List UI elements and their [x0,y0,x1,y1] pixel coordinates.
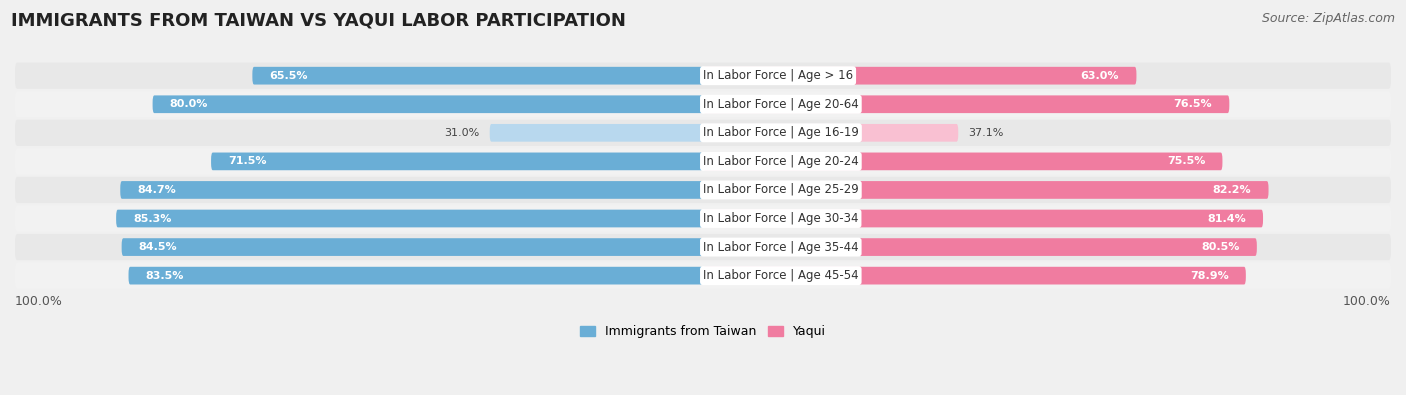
FancyBboxPatch shape [15,234,1391,260]
Text: 78.9%: 78.9% [1189,271,1229,280]
FancyBboxPatch shape [15,263,1391,289]
Text: 85.3%: 85.3% [134,214,172,224]
FancyBboxPatch shape [703,210,1263,228]
Text: 84.7%: 84.7% [138,185,176,195]
FancyBboxPatch shape [703,96,1229,113]
Text: 80.5%: 80.5% [1201,242,1240,252]
Text: In Labor Force | Age 25-29: In Labor Force | Age 25-29 [703,183,859,196]
Text: 31.0%: 31.0% [444,128,479,138]
Text: 100.0%: 100.0% [1343,295,1391,308]
FancyBboxPatch shape [703,124,959,142]
Text: 83.5%: 83.5% [146,271,184,280]
Text: In Labor Force | Age 20-64: In Labor Force | Age 20-64 [703,98,859,111]
Text: 37.1%: 37.1% [969,128,1004,138]
Text: 84.5%: 84.5% [139,242,177,252]
Text: 80.0%: 80.0% [170,99,208,109]
Text: 82.2%: 82.2% [1213,185,1251,195]
FancyBboxPatch shape [703,67,1136,85]
Text: In Labor Force | Age > 16: In Labor Force | Age > 16 [703,69,853,82]
FancyBboxPatch shape [15,205,1391,231]
Text: 81.4%: 81.4% [1208,214,1246,224]
Text: In Labor Force | Age 30-34: In Labor Force | Age 30-34 [703,212,859,225]
FancyBboxPatch shape [117,210,703,228]
FancyBboxPatch shape [489,124,703,142]
FancyBboxPatch shape [15,62,1391,89]
Text: 71.5%: 71.5% [228,156,267,166]
FancyBboxPatch shape [153,96,703,113]
Text: 75.5%: 75.5% [1167,156,1205,166]
Text: 63.0%: 63.0% [1081,71,1119,81]
FancyBboxPatch shape [211,152,703,170]
FancyBboxPatch shape [15,120,1391,146]
Text: In Labor Force | Age 35-44: In Labor Force | Age 35-44 [703,241,859,254]
Text: 76.5%: 76.5% [1174,99,1212,109]
FancyBboxPatch shape [122,238,703,256]
FancyBboxPatch shape [703,238,1257,256]
Text: 100.0%: 100.0% [15,295,63,308]
Legend: Immigrants from Taiwan, Yaqui: Immigrants from Taiwan, Yaqui [575,320,831,343]
FancyBboxPatch shape [15,148,1391,175]
FancyBboxPatch shape [703,152,1222,170]
Text: Source: ZipAtlas.com: Source: ZipAtlas.com [1261,12,1395,25]
Text: In Labor Force | Age 16-19: In Labor Force | Age 16-19 [703,126,859,139]
FancyBboxPatch shape [121,181,703,199]
FancyBboxPatch shape [15,91,1391,117]
Text: 65.5%: 65.5% [270,71,308,81]
Text: IMMIGRANTS FROM TAIWAN VS YAQUI LABOR PARTICIPATION: IMMIGRANTS FROM TAIWAN VS YAQUI LABOR PA… [11,12,626,30]
Text: In Labor Force | Age 20-24: In Labor Force | Age 20-24 [703,155,859,168]
FancyBboxPatch shape [128,267,703,284]
FancyBboxPatch shape [703,181,1268,199]
FancyBboxPatch shape [252,67,703,85]
FancyBboxPatch shape [703,267,1246,284]
FancyBboxPatch shape [15,177,1391,203]
Text: In Labor Force | Age 45-54: In Labor Force | Age 45-54 [703,269,859,282]
